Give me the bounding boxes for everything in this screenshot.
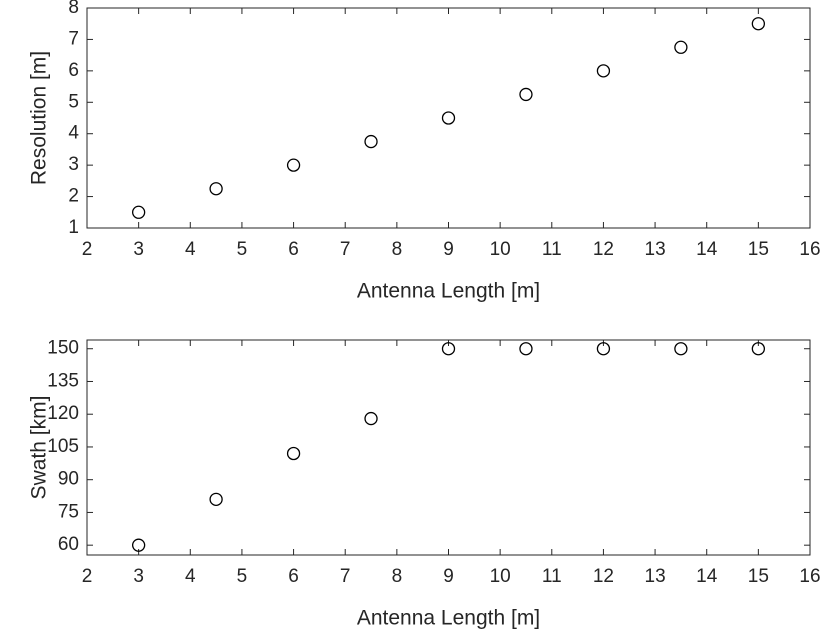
x-axis-label: Antenna Length [m] xyxy=(357,280,540,303)
x-tick-label: 4 xyxy=(185,566,196,587)
y-axis-label: Resolution [m] xyxy=(28,51,51,185)
x-tick-label: 9 xyxy=(443,566,454,587)
x-tick-label: 13 xyxy=(645,566,666,587)
x-tick-label: 7 xyxy=(340,239,351,260)
point xyxy=(209,492,223,506)
point xyxy=(364,411,378,426)
y-tick-label: 6 xyxy=(68,60,79,81)
y-axis-label: Swath [km] xyxy=(28,396,51,500)
x-tick-label: 11 xyxy=(542,239,562,260)
point xyxy=(364,134,378,149)
point xyxy=(674,40,688,54)
point xyxy=(131,205,146,219)
x-tick-label: 7 xyxy=(340,566,351,587)
x-tick-label: 12 xyxy=(593,239,614,260)
x-tick-label: 15 xyxy=(748,566,769,587)
y-tick-label: 1 xyxy=(68,217,79,238)
plot-area xyxy=(86,339,811,556)
plot-area xyxy=(86,7,811,229)
x-tick-label: 5 xyxy=(237,239,248,260)
point xyxy=(751,342,766,356)
x-tick-label: 5 xyxy=(237,566,248,587)
x-tick-label: 2 xyxy=(82,566,93,587)
x-tick-label: 6 xyxy=(288,239,299,260)
y-tick-label: 90 xyxy=(58,469,79,490)
x-tick-label: 16 xyxy=(799,566,820,587)
x-tick-label: 3 xyxy=(133,239,144,260)
x-axis-label: Antenna Length [m] xyxy=(357,607,540,630)
x-tick-label: 2 xyxy=(82,239,93,260)
point xyxy=(286,158,301,172)
x-tick-label: 10 xyxy=(490,566,511,587)
y-tick-label: 120 xyxy=(47,403,79,424)
x-tick-label: 16 xyxy=(799,239,820,260)
point xyxy=(286,446,301,461)
x-tick-label: 8 xyxy=(392,239,403,260)
y-tick-label: 5 xyxy=(68,91,79,112)
x-tick-label: 4 xyxy=(185,239,196,260)
x-tick-label: 14 xyxy=(696,566,718,587)
point xyxy=(131,538,146,552)
point xyxy=(519,342,533,356)
point xyxy=(441,111,456,125)
x-tick-label: 3 xyxy=(133,566,144,587)
x-tick-label: 10 xyxy=(490,239,511,260)
x-tick-label: 11 xyxy=(542,566,562,587)
y-tick-label: 135 xyxy=(47,370,79,391)
x-tick-label: 6 xyxy=(288,566,299,587)
point xyxy=(674,342,688,356)
y-tick-label: 2 xyxy=(68,186,79,207)
point xyxy=(596,64,611,78)
point xyxy=(519,87,533,102)
x-tick-label: 14 xyxy=(696,239,718,260)
y-tick-label: 7 xyxy=(68,28,79,49)
y-tick-label: 3 xyxy=(68,154,79,175)
y-tick-label: 8 xyxy=(68,0,79,18)
x-tick-label: 15 xyxy=(748,239,769,260)
y-tick-label: 105 xyxy=(47,436,79,457)
point xyxy=(751,17,766,31)
x-tick-label: 8 xyxy=(392,566,403,587)
y-tick-label: 60 xyxy=(58,534,79,555)
y-tick-label: 75 xyxy=(58,501,79,522)
point xyxy=(441,342,456,356)
point xyxy=(596,342,611,356)
x-tick-label: 12 xyxy=(593,566,614,587)
y-tick-label: 150 xyxy=(47,338,79,359)
point xyxy=(209,182,223,196)
y-tick-label: 4 xyxy=(68,123,79,144)
x-tick-label: 9 xyxy=(443,239,454,260)
x-tick-label: 13 xyxy=(645,239,666,260)
